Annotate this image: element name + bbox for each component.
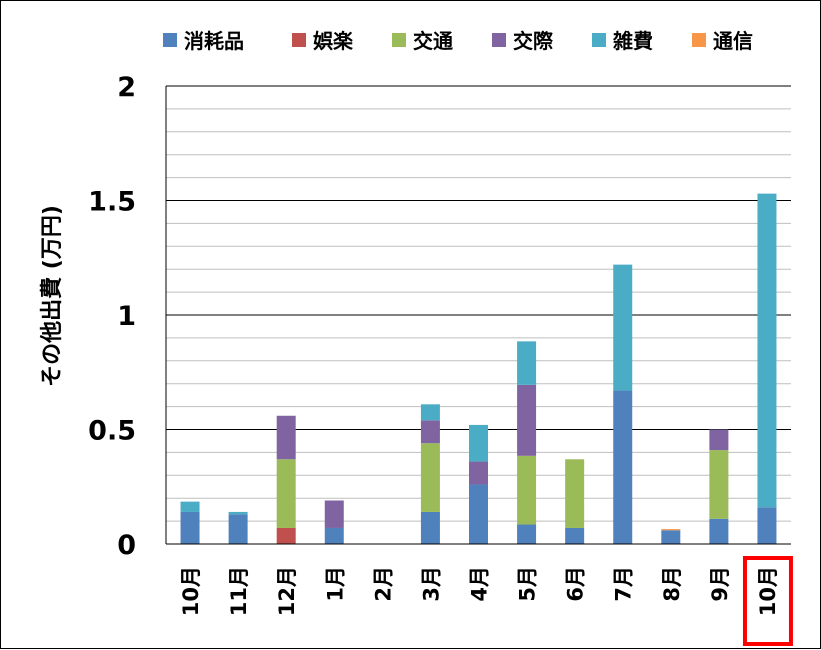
legend-label: 交通 — [413, 29, 453, 53]
x-tick-label: 10月 — [179, 566, 203, 616]
bar-segment — [517, 384, 537, 456]
highlight-box — [742, 556, 793, 646]
x-tick-label: 10月 — [756, 566, 780, 616]
y-axis-label: その他出費 (万円) — [40, 205, 65, 387]
bar-segment — [420, 420, 440, 444]
axes — [165, 86, 791, 545]
legend-label: 娯楽 — [313, 29, 354, 53]
x-tick-label: 6月 — [564, 566, 588, 602]
bar-segment — [661, 529, 681, 531]
legend-item: 交通 — [392, 29, 453, 53]
bar-segment — [517, 524, 537, 544]
bar-segment — [469, 424, 488, 462]
y-tick-label: 1.5 — [88, 187, 136, 218]
bar-segment — [565, 527, 585, 544]
x-tick-label: 2月 — [371, 566, 395, 602]
bar-segment — [613, 264, 633, 391]
bar-segment — [517, 341, 537, 385]
y-tick-label: 0 — [117, 530, 136, 561]
bar-segment — [709, 450, 729, 519]
grid-lines — [166, 85, 791, 522]
legend-swatch — [163, 33, 177, 47]
x-tick-label: 7月 — [612, 566, 636, 602]
legend-item: 消耗品 — [163, 29, 244, 53]
bar-segment — [276, 415, 296, 460]
legend-label: 消耗品 — [184, 29, 244, 53]
legend-item: 娯楽 — [292, 29, 354, 53]
x-tick-label: 3月 — [419, 566, 443, 602]
bar-segment — [228, 511, 248, 515]
bars — [180, 193, 777, 544]
bar-segment — [757, 193, 777, 508]
bar-segment — [420, 404, 440, 421]
bar-segment — [276, 459, 296, 528]
bar-segment — [420, 443, 440, 512]
bar-segment — [565, 459, 585, 528]
legend-item: 交際 — [492, 29, 554, 53]
x-tick-label: 9月 — [708, 566, 732, 602]
x-tick-label: 4月 — [468, 566, 492, 602]
bar-segment — [276, 527, 296, 544]
legend-swatch — [692, 33, 706, 47]
legend-label: 通信 — [713, 29, 753, 53]
bar-segment — [324, 500, 344, 528]
legend-label: 雑費 — [612, 29, 653, 53]
y-tick-labels: 0 0.5 1 1.5 2 — [88, 72, 136, 561]
bar-segment — [420, 511, 440, 544]
bar-segment — [709, 518, 729, 544]
legend: 消耗品 娯楽 交通 交際 雑費 通信 — [163, 29, 753, 53]
x-tick-labels: 10月 11月 12月 1月 2月 3月 4月 5月 6月 7月 8月 9月 10月 — [179, 556, 793, 646]
bar-segment — [613, 390, 633, 544]
y-tick-label: 0.5 — [88, 416, 136, 447]
legend-item: 雑費 — [592, 29, 653, 53]
bar-segment — [324, 527, 344, 544]
bar-segment — [661, 530, 681, 544]
bar-segment — [517, 455, 537, 525]
x-tick-label: 8月 — [660, 566, 684, 602]
bar-segment — [180, 501, 200, 512]
legend-swatch — [492, 33, 506, 47]
y-tick-label: 2 — [117, 72, 136, 103]
bar-segment — [180, 511, 200, 544]
x-tick-label: 12月 — [275, 566, 299, 616]
x-tick-label: 5月 — [516, 566, 540, 602]
bar-segment — [469, 461, 488, 485]
bar-segment — [757, 507, 777, 544]
bar-segment — [228, 514, 248, 544]
bar-segment — [469, 484, 488, 544]
legend-swatch — [292, 33, 306, 47]
legend-item: 通信 — [692, 29, 753, 53]
x-tick-label: 11月 — [227, 566, 251, 616]
x-tick-label: 1月 — [323, 566, 347, 602]
legend-swatch — [392, 33, 406, 47]
legend-swatch — [592, 33, 606, 47]
bar-segment — [709, 429, 729, 451]
legend-label: 交際 — [513, 29, 554, 53]
y-tick-label: 1 — [117, 301, 136, 332]
